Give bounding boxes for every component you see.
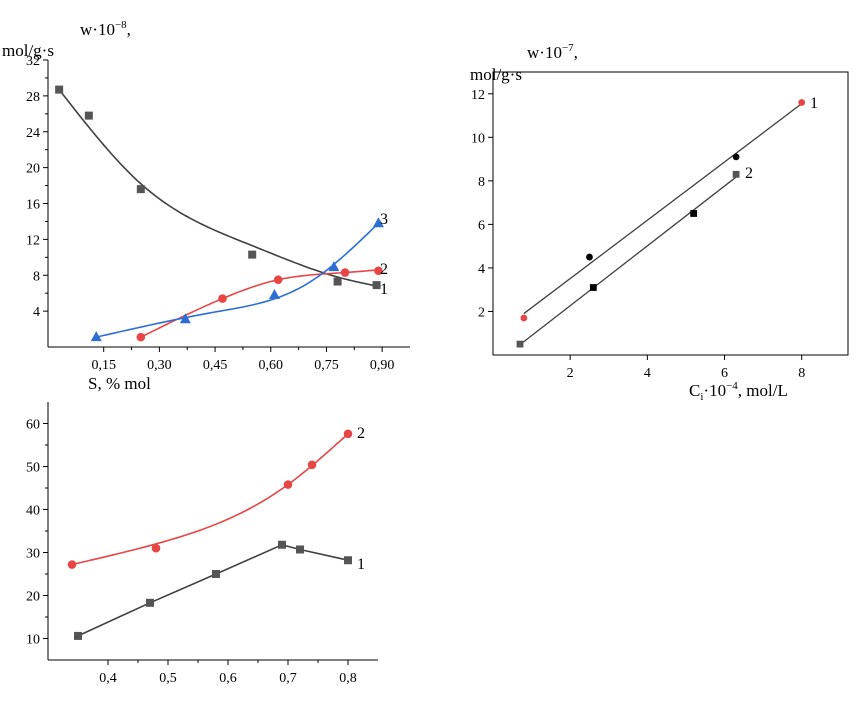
y-tick-label: 28: [26, 90, 40, 105]
series-1-point: [84, 111, 93, 120]
y-tick-label: 50: [26, 461, 40, 476]
x-tick-label: 0,6: [219, 671, 237, 686]
y-tick-label: 16: [26, 198, 40, 213]
series-label: 1: [380, 281, 388, 298]
x-tick-label: 0,7: [279, 671, 297, 686]
panel-a-ylabel-units: mol/g·s: [2, 41, 54, 60]
series-2-point: [67, 560, 77, 569]
x-tick-label: 6: [721, 366, 728, 381]
series-2-fit-line: [519, 176, 737, 346]
series-3-point: [90, 331, 102, 342]
series-1-point: [520, 314, 528, 322]
x-tick-label: 0,90: [370, 358, 395, 373]
series-1-point: [732, 153, 740, 161]
x-tick-label: 4: [644, 366, 651, 381]
x-tick-label: 0,30: [147, 358, 172, 373]
series-2-point: [690, 210, 698, 217]
series-1-point: [136, 185, 145, 194]
series-1-curve: [58, 89, 377, 287]
y-tick-label: 30: [26, 547, 40, 562]
y-tick-label: 20: [26, 162, 40, 177]
y-tick-label: 32: [26, 54, 40, 69]
y-tick-label: 12: [471, 88, 485, 103]
y-tick-label: 6: [478, 218, 485, 233]
x-tick-label: 0,75: [314, 358, 339, 373]
x-tick-label: 0,4: [99, 671, 117, 686]
panel-a-ylabel: w·10−8,: [80, 19, 131, 39]
x-tick-label: 0,45: [203, 358, 228, 373]
series-1-point: [278, 540, 286, 549]
series-label: 1: [810, 95, 818, 112]
plot-frame: [492, 71, 849, 356]
panel-b-ylabel: w·10−7,: [527, 42, 578, 62]
y-tick-label: 10: [26, 633, 40, 648]
panel-a-plot: 0,15 0,30 0,45 0,60 0,75 0,904812162024283212…: [26, 54, 410, 373]
series-1-point: [146, 598, 154, 607]
series-label: 2: [357, 425, 365, 442]
series-2-point: [136, 332, 146, 342]
series-2-point: [374, 266, 383, 276]
series-2-point: [340, 268, 350, 277]
series-2-point: [273, 275, 283, 285]
series-2-point: [343, 429, 353, 439]
series-2-curve: [71, 433, 349, 566]
series-1-line: [77, 543, 349, 637]
panel-b-ylabel-units: mol/g·s: [470, 65, 522, 84]
series-1-fit-line: [523, 103, 803, 315]
y-tick-label: 20: [26, 590, 40, 605]
series-label: 1: [357, 556, 365, 573]
panel-a-xlabel: S, % mol: [88, 374, 151, 393]
y-tick-label: 8: [33, 269, 40, 284]
panel-c-plot: 0,4 0,5 0,6 0,7 0,8 10 20 30 40 50 60 1 2: [26, 402, 378, 686]
series-2-point: [283, 480, 293, 489]
series-1-point: [798, 99, 806, 106]
y-tick-label: 10: [471, 131, 485, 146]
panel-c: 0,4 0,5 0,6 0,7 0,8 10 20 30 40 50 60 1 2: [26, 402, 378, 686]
series-1-point: [333, 277, 342, 286]
series-3-curve: [96, 222, 379, 338]
series-2-point: [307, 460, 317, 470]
x-tick-label: 0,8: [339, 671, 357, 686]
panel-b: w·10−7, mol/g·s Ci·10−4, mol/L 2 4 6 8 2 4 6 8 1…: [470, 42, 849, 403]
series-3-point: [179, 313, 191, 324]
x-tick-label: 0,60: [259, 358, 284, 373]
series-2-point: [589, 284, 597, 291]
series-1-point: [344, 556, 352, 565]
series-2-point: [218, 294, 227, 303]
y-tick-label: 2: [478, 305, 485, 320]
x-tick-label: 8: [798, 366, 805, 381]
series-1-point: [55, 85, 64, 94]
series-2-point: [151, 543, 161, 553]
series-3-point: [328, 261, 340, 272]
series-2-point: [732, 170, 740, 178]
x-tick-label: 0,5: [159, 671, 177, 686]
y-tick-label: 60: [26, 418, 40, 433]
series-label: 2: [380, 261, 388, 278]
series-label: 3: [380, 211, 388, 228]
panel-a: w·10−8, mol/g·s S, % mol 0,15 0,30 0,45 0,6…: [2, 19, 410, 393]
series-1-point: [74, 631, 82, 640]
y-tick-label: 40: [26, 504, 40, 519]
series-1-point: [212, 570, 220, 578]
y-tick-label: 4: [478, 262, 485, 277]
series-1-point: [296, 545, 304, 554]
series-1-point: [372, 281, 381, 290]
series-3-point: [268, 288, 280, 299]
series-2-point: [516, 340, 524, 348]
x-tick-label: 0,15: [91, 358, 116, 373]
y-tick-label: 8: [478, 175, 485, 190]
series-1-point: [248, 250, 257, 259]
y-tick-label: 4: [33, 305, 40, 320]
series-3-point: [372, 217, 384, 228]
y-tick-label: 12: [26, 233, 40, 248]
series-label: 2: [745, 165, 753, 182]
panel-b-xlabel: Ci·10−4, mol/L: [689, 380, 788, 403]
series-1-point: [586, 253, 593, 261]
x-tick-label: 2: [567, 366, 574, 381]
y-tick-label: 24: [26, 126, 40, 141]
